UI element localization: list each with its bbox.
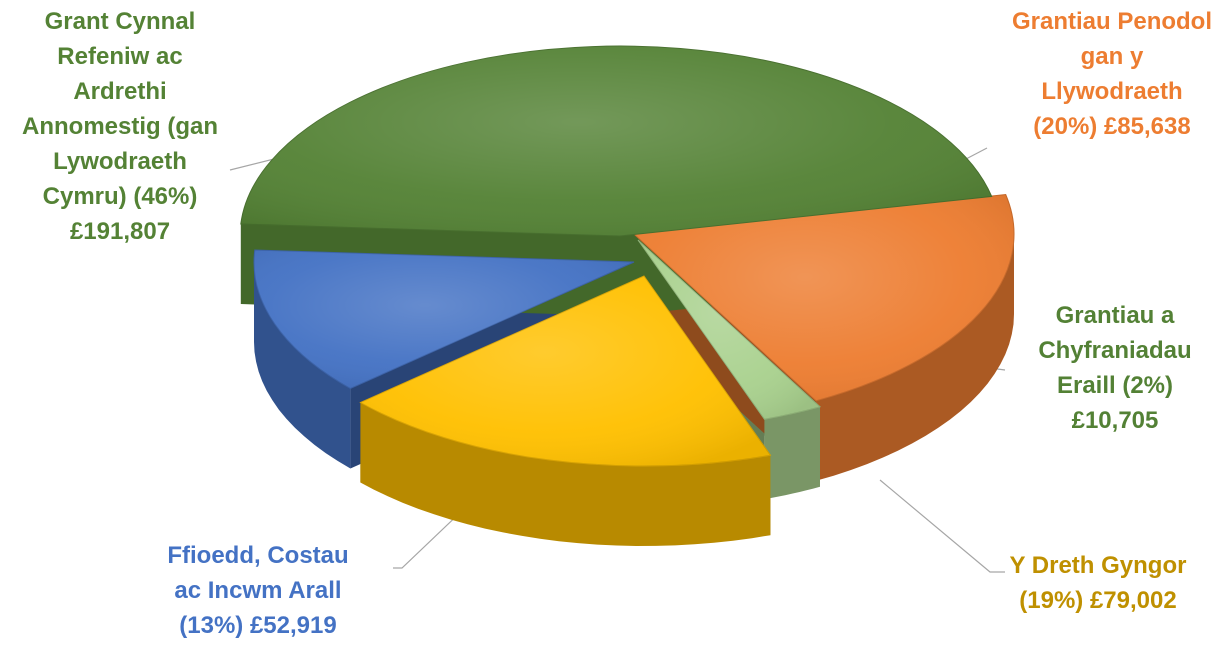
- slice-label-line: Annomestig (gan: [22, 113, 218, 140]
- slice-label-line: Ffioedd, Costau: [167, 542, 349, 569]
- slice-label-line: Refeniw ac: [57, 43, 183, 70]
- slice-gloss: [634, 194, 1015, 401]
- slice-label-line: Cymru) (46%): [42, 183, 198, 210]
- slice-side: [764, 406, 820, 500]
- slice-label-line: Lywodraeth: [53, 148, 187, 175]
- slice-label-line: ac Incwm Arall: [174, 577, 342, 604]
- slice-side: [360, 402, 771, 546]
- slice-label-line: Eraill (2%): [1056, 372, 1174, 399]
- slice-label-line: Ardrethi: [73, 78, 167, 105]
- slice-label-line: Grantiau a: [1055, 302, 1175, 329]
- slice-label-line: gan y: [1080, 43, 1144, 70]
- slice-label-line: (19%) £79,002: [1019, 587, 1177, 614]
- slice-label-line: £191,807: [69, 218, 171, 245]
- slice-label-line: £10,705: [1071, 407, 1159, 434]
- slice-gloss: [254, 250, 634, 389]
- leader-line: [879, 479, 1005, 573]
- slice-gloss: [240, 46, 992, 237]
- slice-label: Y Dreth Gyngor (19%) £79,002: [1010, 548, 1187, 618]
- slice-label-line: (20%) £85,638: [1033, 113, 1191, 140]
- slice-label: Grantiau a Chyfraniadau Eraill (2%) £10,705: [1038, 298, 1191, 438]
- slice-label-line: Grantiau Penodol: [1011, 8, 1213, 35]
- slice-label: Grantiau Penodol gan y Llywodraeth (20%) £8…: [1012, 4, 1212, 144]
- slice-side: [254, 262, 351, 469]
- slice-label-line: Y Dreth Gyngor: [1009, 552, 1187, 579]
- slice-label-line: (13%) £52,919: [179, 612, 337, 639]
- slice-gloss: [360, 276, 771, 467]
- pie-tops: [240, 45, 1015, 467]
- slice-side: [816, 234, 1014, 481]
- slice-gloss: [638, 240, 820, 420]
- slice-label-line: Chyfraniadau: [1038, 337, 1192, 364]
- slice-label: Ffioedd, Costau ac Incwm Arall (13%) £52,9…: [167, 538, 348, 643]
- slice-label-line: Grant Cynnal: [44, 8, 196, 35]
- slice-label: Grant Cynnal Refeniw ac Ardrethi Annomestig…: [22, 4, 218, 249]
- leader-line: [393, 507, 466, 569]
- slice-label-line: Llywodraeth: [1041, 78, 1183, 105]
